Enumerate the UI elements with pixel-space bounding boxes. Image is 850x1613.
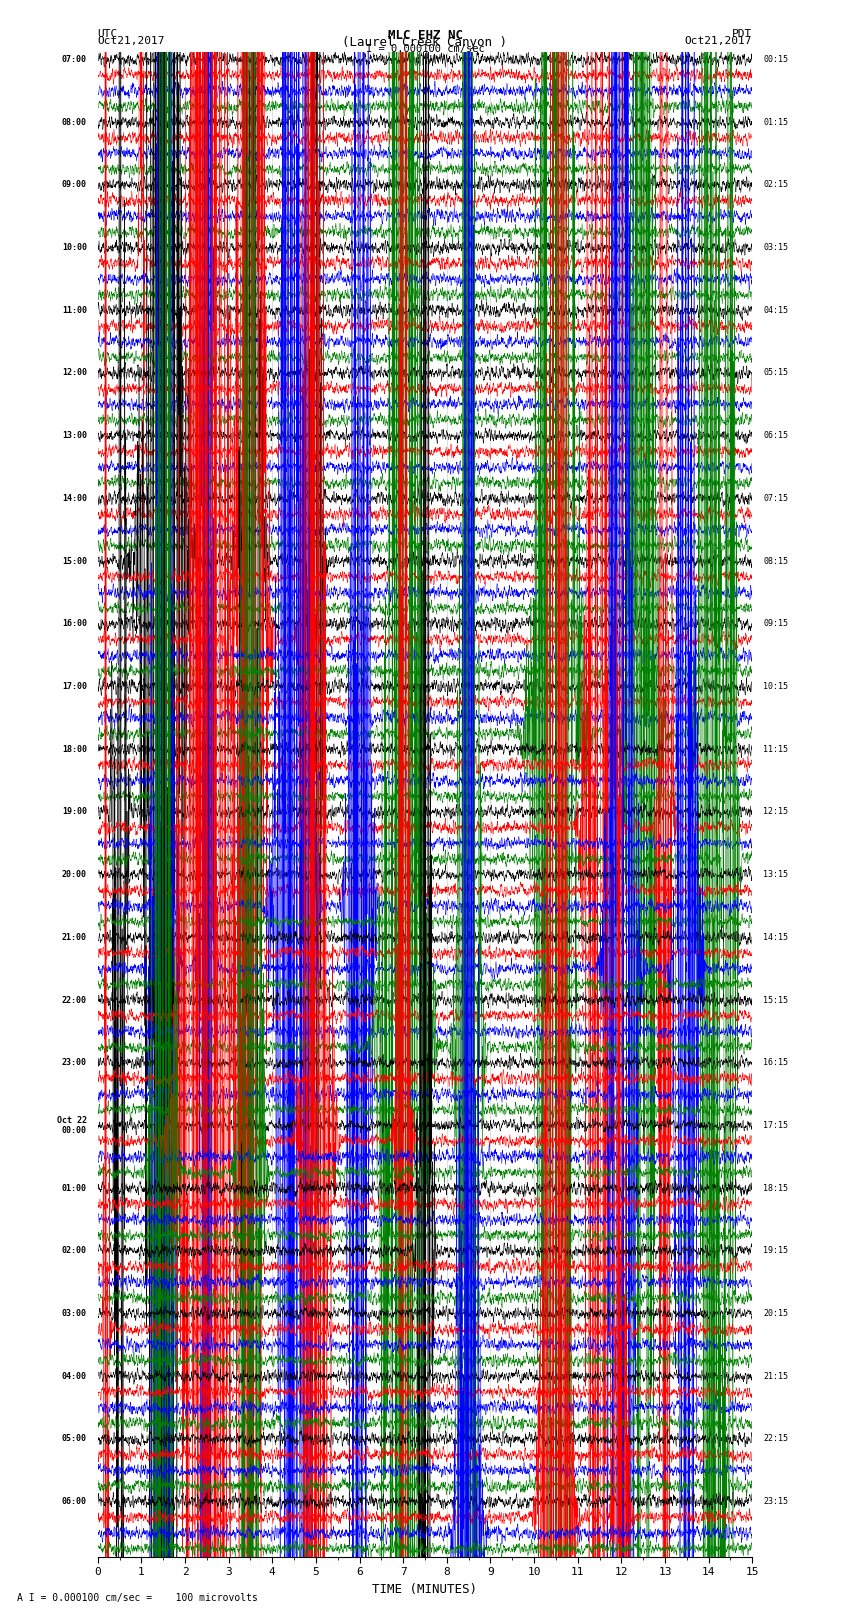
Text: 01:00: 01:00 [62, 1184, 87, 1192]
Text: 18:00: 18:00 [62, 745, 87, 753]
Text: 20:15: 20:15 [763, 1310, 788, 1318]
Text: 05:15: 05:15 [763, 368, 788, 377]
Text: 02:15: 02:15 [763, 181, 788, 189]
Text: 12:15: 12:15 [763, 808, 788, 816]
Text: 06:00: 06:00 [62, 1497, 87, 1507]
Text: 09:00: 09:00 [62, 181, 87, 189]
Text: Oct21,2017: Oct21,2017 [685, 37, 752, 47]
Text: 17:15: 17:15 [763, 1121, 788, 1131]
Text: 09:15: 09:15 [763, 619, 788, 629]
Text: 04:15: 04:15 [763, 306, 788, 315]
Text: I = 0.000100 cm/sec: I = 0.000100 cm/sec [366, 44, 484, 53]
Text: 12:00: 12:00 [62, 368, 87, 377]
Text: 17:00: 17:00 [62, 682, 87, 690]
Text: 04:00: 04:00 [62, 1371, 87, 1381]
Text: 07:15: 07:15 [763, 494, 788, 503]
Text: 22:15: 22:15 [763, 1434, 788, 1444]
Text: UTC: UTC [98, 29, 118, 39]
Text: 01:15: 01:15 [763, 118, 788, 127]
Text: 15:00: 15:00 [62, 556, 87, 566]
Text: 20:00: 20:00 [62, 869, 87, 879]
Text: 10:00: 10:00 [62, 244, 87, 252]
Text: 22:00: 22:00 [62, 995, 87, 1005]
Text: PDT: PDT [732, 29, 752, 39]
Text: 14:00: 14:00 [62, 494, 87, 503]
Text: 21:00: 21:00 [62, 932, 87, 942]
Text: 16:00: 16:00 [62, 619, 87, 629]
Text: Oct21,2017: Oct21,2017 [98, 37, 165, 47]
Text: 08:00: 08:00 [62, 118, 87, 127]
Text: 07:00: 07:00 [62, 55, 87, 65]
Text: 23:00: 23:00 [62, 1058, 87, 1068]
Text: 19:15: 19:15 [763, 1247, 788, 1255]
Text: 03:00: 03:00 [62, 1310, 87, 1318]
Text: Oct 22
00:00: Oct 22 00:00 [57, 1116, 87, 1136]
Text: 13:00: 13:00 [62, 431, 87, 440]
Text: 10:15: 10:15 [763, 682, 788, 690]
Text: 13:15: 13:15 [763, 869, 788, 879]
Text: 05:00: 05:00 [62, 1434, 87, 1444]
Text: 14:15: 14:15 [763, 932, 788, 942]
Text: 23:15: 23:15 [763, 1497, 788, 1507]
Text: 21:15: 21:15 [763, 1371, 788, 1381]
Text: 03:15: 03:15 [763, 244, 788, 252]
Text: 06:15: 06:15 [763, 431, 788, 440]
Text: (Laurel Creek Canyon ): (Laurel Creek Canyon ) [343, 37, 507, 50]
Text: 08:15: 08:15 [763, 556, 788, 566]
Text: 00:15: 00:15 [763, 55, 788, 65]
X-axis label: TIME (MINUTES): TIME (MINUTES) [372, 1582, 478, 1595]
Text: 11:00: 11:00 [62, 306, 87, 315]
Text: 15:15: 15:15 [763, 995, 788, 1005]
Text: 11:15: 11:15 [763, 745, 788, 753]
Text: 18:15: 18:15 [763, 1184, 788, 1192]
Text: A I = 0.000100 cm/sec =    100 microvolts: A I = 0.000100 cm/sec = 100 microvolts [17, 1594, 258, 1603]
Text: 16:15: 16:15 [763, 1058, 788, 1068]
Text: 19:00: 19:00 [62, 808, 87, 816]
Text: MLC EHZ NC: MLC EHZ NC [388, 29, 462, 42]
Text: 02:00: 02:00 [62, 1247, 87, 1255]
